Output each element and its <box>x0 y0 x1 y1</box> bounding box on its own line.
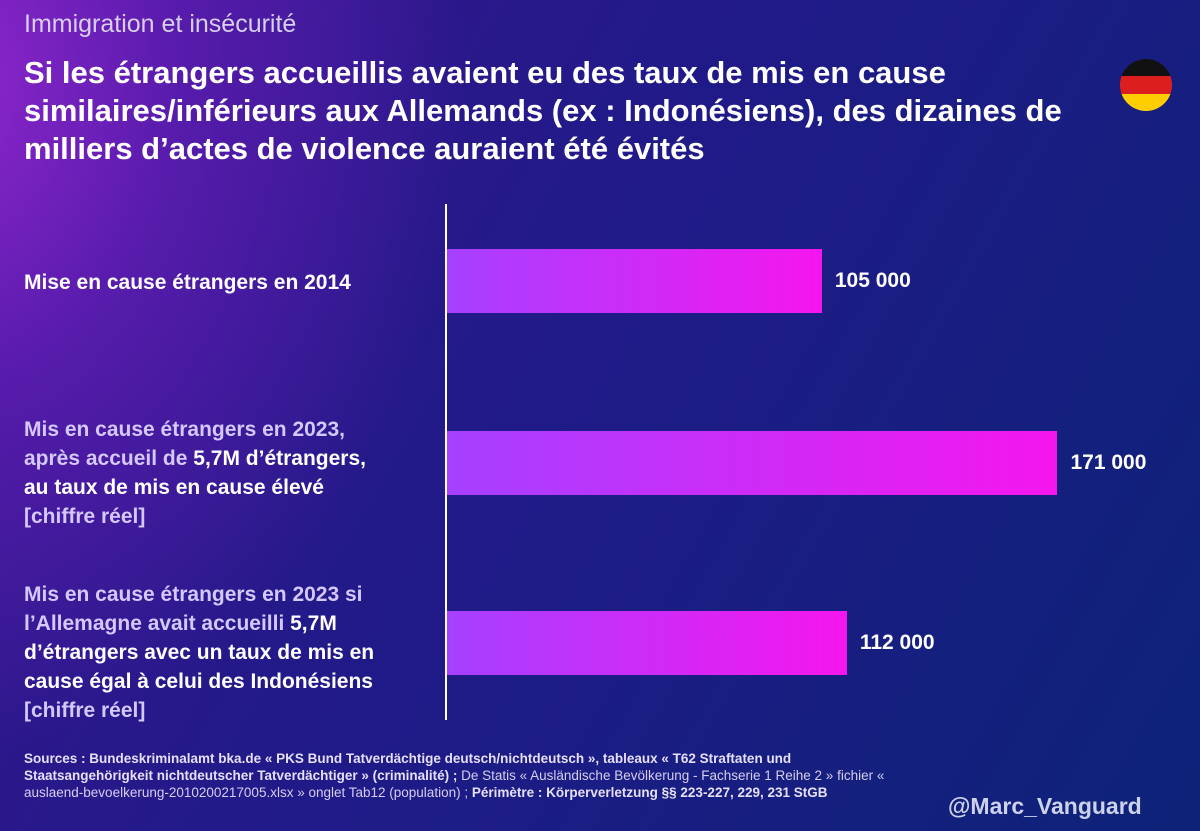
germany-flag-icon <box>1120 59 1172 111</box>
y-axis-line <box>445 204 447 720</box>
sources-run-2: Périmètre : Körperverletzung §§ 223-227,… <box>471 785 828 800</box>
bar-2014 <box>447 249 822 313</box>
author-handle: @Marc_Vanguard <box>948 793 1142 819</box>
category-label-2023-actual: Mis en cause étrangers en 2023, après acc… <box>24 415 366 531</box>
bar-2023-indonesian-rate <box>447 611 847 675</box>
category-2-line-2-run-0: d’étrangers avec un taux de mis en <box>24 641 375 664</box>
sources-run-1: De Statis « Ausländische Bevölkerung - F… <box>24 768 885 800</box>
category-1-line-3-run-0: [chiffre réel] <box>24 505 146 528</box>
chart-title: Si les étrangers accueillis avaient eu d… <box>24 55 1062 166</box>
category-1-line-1-run-1: 5,7M <box>193 447 240 470</box>
sources-run-0: Sources : Bundeskriminalamt bka.de « PKS… <box>24 751 792 783</box>
category-1-line-0-run-0: Mis en cause étrangers en 2023, <box>24 418 345 441</box>
sources-note: Sources : Bundeskriminalamt bka.de « PKS… <box>24 750 904 801</box>
kicker: Immigration et insécurité <box>24 10 297 38</box>
bar-2023-actual <box>447 431 1058 495</box>
value-label-2023-indonesian-rate: 112 000 <box>859 631 935 654</box>
category-1-line-1-run-0: après accueil de <box>24 447 194 470</box>
value-label-2023-actual: 171 000 <box>1070 451 1147 474</box>
category-2-line-0-run-0: Mis en cause étrangers en 2023 si <box>24 583 363 606</box>
category-2-line-1-run-0: l’Allemagne avait accueilli <box>24 612 291 635</box>
category-label-2023-indonesian-rate: Mis en cause étrangers en 2023 si l’Allem… <box>24 580 374 725</box>
category-1-line-1-run-2: d’étrangers, <box>239 447 366 470</box>
value-label-2014: 105 000 <box>834 269 911 292</box>
category-2-line-1-run-1: 5,7M <box>290 612 337 635</box>
category-label-2014: Mise en cause étrangers en 2014 <box>24 268 351 297</box>
category-2-line-3-run-0: cause égal à celui des Indonésiens <box>24 670 373 693</box>
category-2-line-4-run-0: [chiffre réel] <box>24 699 146 722</box>
category-1-line-2-run-0: au taux de mis en cause élevé <box>24 476 324 499</box>
category-0-line-0-run-0: Mise en cause étrangers en 2014 <box>24 271 351 294</box>
